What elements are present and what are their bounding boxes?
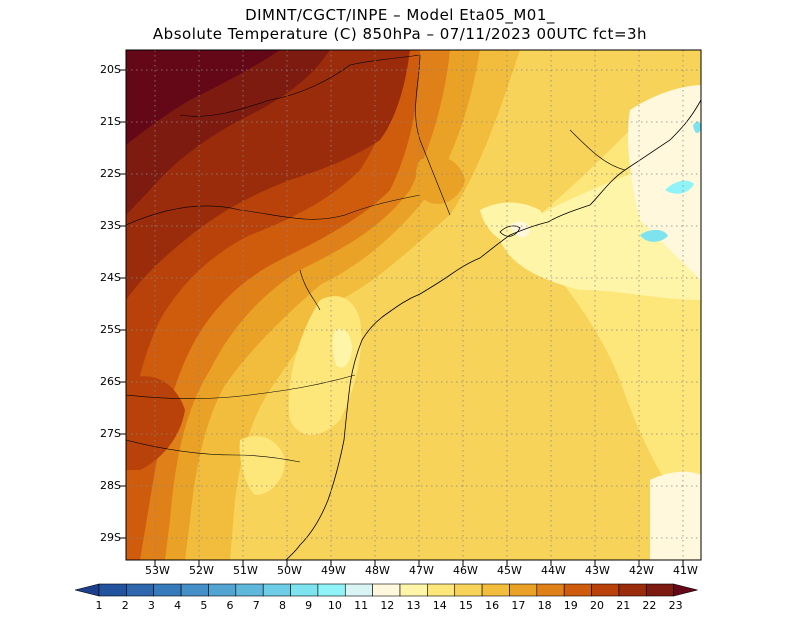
colorbar-swatch	[153, 583, 182, 597]
colorbar-swatch	[290, 583, 319, 597]
lon-label: 48W	[365, 564, 390, 577]
colorbar-tick-label: 9	[305, 599, 313, 612]
lat-label: 21S	[100, 115, 121, 128]
colorbar-swatch	[509, 583, 538, 597]
colorbar-swatch	[98, 583, 127, 597]
colorbar-tick-label: 16	[485, 599, 500, 612]
colorbar-tick-label: 2	[121, 599, 129, 612]
colorbar-tick-label: 1	[95, 599, 103, 612]
colorbar-tick-label: 8	[278, 599, 286, 612]
colorbar-swatch	[180, 583, 209, 597]
lon-label: 46W	[453, 564, 478, 577]
colorbar-swatch	[481, 583, 510, 597]
lat-label: 24S	[100, 271, 121, 284]
colorbar-swatch	[126, 583, 155, 597]
colorbar-tick-label: 11	[354, 599, 369, 612]
temperature-field	[126, 50, 701, 560]
lat-label: 26S	[100, 375, 121, 388]
lat-label: 25S	[100, 323, 121, 336]
colorbar-arrow-low	[74, 583, 100, 597]
lat-lon-grid	[126, 50, 701, 560]
lat-label: 27S	[100, 427, 121, 440]
axis-ticks	[120, 69, 684, 566]
lon-label: 53W	[145, 564, 170, 577]
cool-patch-2	[640, 229, 668, 242]
colorbar-tick-label: 15	[458, 599, 473, 612]
colorbar-tick-label: 10	[327, 599, 342, 612]
colorbar-tick-label: 19	[563, 599, 578, 612]
lat-label: 29S	[100, 531, 121, 544]
lat-label: 20S	[100, 63, 121, 76]
colorbar-swatch	[427, 583, 456, 597]
colorbar-tick-label: 4	[174, 599, 182, 612]
lon-label: 43W	[585, 564, 610, 577]
map-title-line-2: Absolute Temperature (C) 850hPa – 07/11/…	[152, 25, 648, 43]
colorbar-tick-label: 6	[226, 599, 234, 612]
colorbar-swatch	[563, 583, 592, 597]
colorbar-swatch	[645, 583, 674, 597]
lon-label: 45W	[497, 564, 522, 577]
lon-label: 42W	[629, 564, 654, 577]
lat-label: 23S	[100, 219, 121, 232]
map-title-line-1: DIMNT/CGCT/INPE – Model Eta05_M01_	[245, 6, 555, 24]
cool-patch-1	[665, 180, 694, 194]
colorbar-tick-label: 17	[511, 599, 526, 612]
lat-label: 22S	[100, 167, 121, 180]
colorbar-swatch	[208, 583, 237, 597]
colorbar-swatch	[344, 583, 373, 597]
state-borders	[125, 54, 626, 463]
colorbar-swatch	[262, 583, 291, 597]
lat-label: 28S	[100, 479, 121, 492]
colorbar-tick-label: 18	[537, 599, 552, 612]
colorbar-tick-label: 14	[432, 599, 447, 612]
colorbar-arrow-high	[673, 583, 698, 597]
colorbar-tick-label: 22	[642, 599, 657, 612]
lon-label: 50W	[277, 564, 302, 577]
colorbar-tick-label: 23	[668, 599, 683, 612]
colorbar-tick-label: 7	[252, 599, 260, 612]
colorbar-swatch	[454, 583, 483, 597]
lon-label: 51W	[233, 564, 258, 577]
map-frame	[125, 49, 702, 561]
lon-label: 47W	[409, 564, 434, 577]
colorbar	[74, 583, 698, 597]
colorbar-tick-label: 13	[406, 599, 421, 612]
colorbar-swatch	[618, 583, 647, 597]
colorbar-tick-label: 3	[147, 599, 155, 612]
lon-label: 49W	[321, 564, 346, 577]
colorbar-swatch	[591, 583, 620, 597]
lon-label: 52W	[189, 564, 214, 577]
colorbar-swatch	[235, 583, 264, 597]
colorbar-swatch	[317, 583, 346, 597]
colorbar-swatch	[536, 583, 565, 597]
colorbar-tick-label: 21	[616, 599, 631, 612]
colorbar-swatch	[399, 583, 428, 597]
colorbar-tick-label: 20	[590, 599, 604, 612]
colorbar-tick-label: 5	[200, 599, 208, 612]
colorbar-tick-label: 12	[380, 599, 395, 612]
colorbar-swatch	[372, 583, 401, 597]
lon-label: 41W	[673, 564, 698, 577]
lon-label: 44W	[541, 564, 566, 577]
